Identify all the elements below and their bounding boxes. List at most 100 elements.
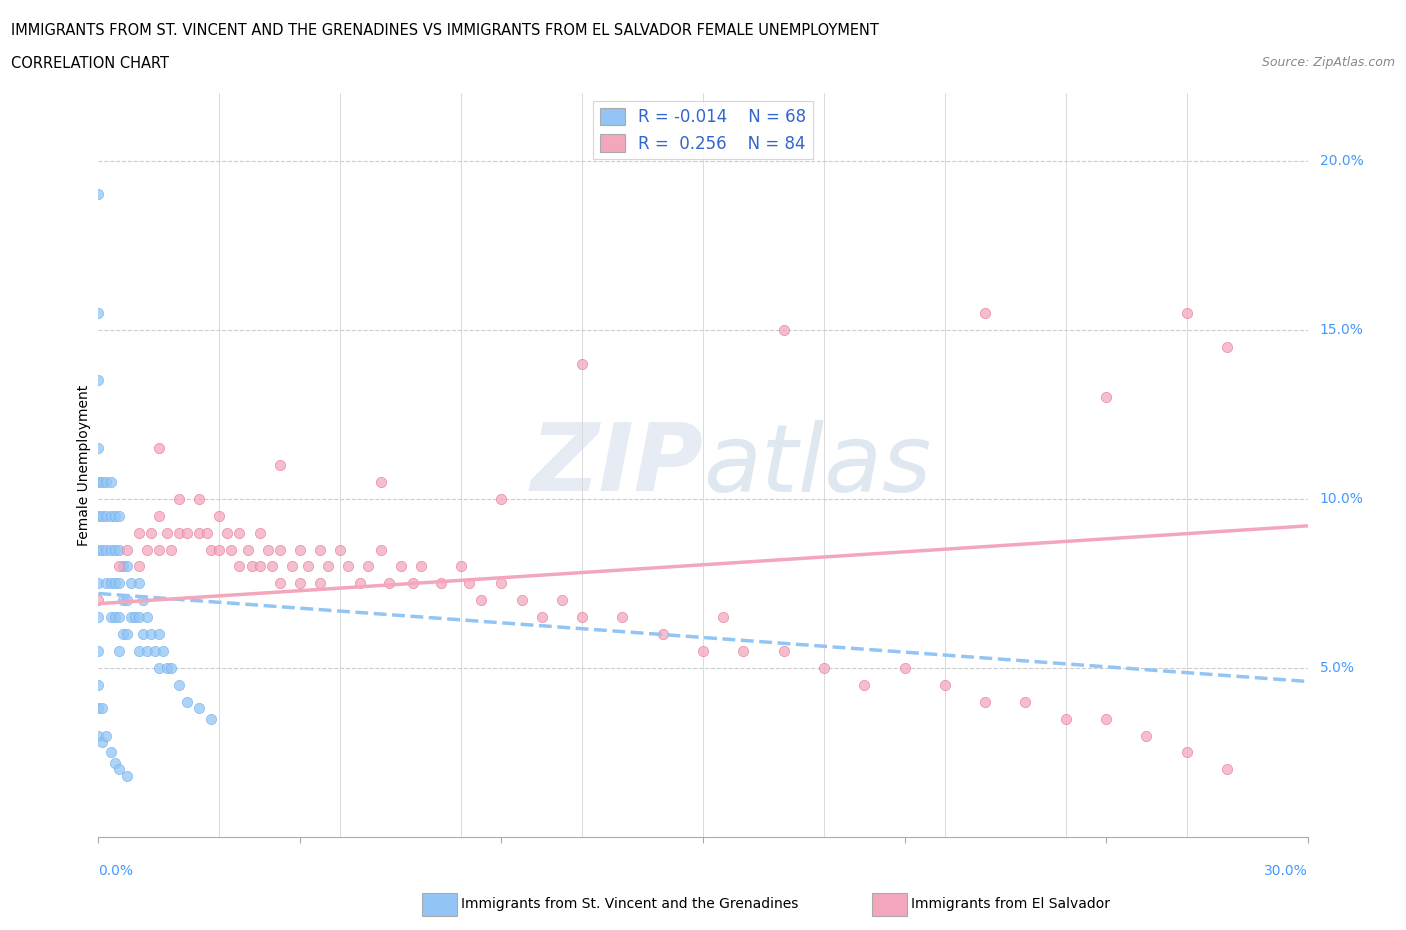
Point [167, 491, 190, 506]
Point [87, 474, 110, 489]
Point [120, 576, 142, 591]
Point [160, 660, 183, 675]
Point [357, 559, 380, 574]
Point [156, 660, 179, 675]
Point [115, 542, 138, 557]
Point [329, 542, 352, 557]
Text: 20.0%: 20.0% [1320, 153, 1364, 167]
Point [974, 305, 997, 320]
Point [612, 610, 634, 625]
Point [240, 559, 263, 574]
Point [571, 356, 593, 371]
Point [87, 542, 110, 557]
Point [1014, 695, 1036, 710]
Point [470, 592, 492, 607]
Text: 30.0%: 30.0% [1264, 864, 1308, 878]
Point [96, 542, 118, 557]
Point [152, 644, 174, 658]
Point [107, 644, 129, 658]
Point [87, 509, 110, 524]
Point [100, 474, 122, 489]
Point [132, 592, 155, 607]
Point [288, 542, 311, 557]
Point [249, 559, 271, 574]
Point [148, 509, 170, 524]
Text: 15.0%: 15.0% [1320, 323, 1364, 337]
Y-axis label: Female Unemployment: Female Unemployment [77, 384, 91, 546]
Point [139, 525, 162, 540]
Point [208, 509, 231, 524]
Point [135, 542, 157, 557]
Point [692, 644, 714, 658]
Point [195, 525, 218, 540]
Point [87, 592, 110, 607]
Point [87, 701, 110, 716]
Point [128, 559, 150, 574]
Point [96, 576, 118, 591]
Point [377, 576, 399, 591]
Point [103, 576, 125, 591]
Point [167, 677, 190, 692]
Point [87, 644, 110, 658]
Point [96, 509, 118, 524]
Point [87, 728, 110, 743]
Point [115, 592, 138, 607]
Point [249, 525, 271, 540]
Point [115, 627, 138, 642]
Point [128, 644, 150, 658]
Point [96, 474, 118, 489]
Point [87, 441, 110, 456]
Point [491, 576, 513, 591]
Point [87, 610, 110, 625]
Point [120, 610, 142, 625]
Point [450, 559, 472, 574]
Point [571, 610, 593, 625]
Point [111, 592, 134, 607]
Point [100, 509, 122, 524]
Text: atlas: atlas [703, 419, 931, 511]
Text: Immigrants from El Salvador: Immigrants from El Salvador [911, 897, 1111, 911]
Point [103, 542, 125, 557]
Point [200, 711, 222, 726]
Point [124, 610, 146, 625]
Point [87, 576, 110, 591]
Point [269, 576, 291, 591]
Point [409, 559, 432, 574]
Point [103, 509, 125, 524]
Point [711, 610, 734, 625]
Point [1135, 728, 1157, 743]
Point [269, 542, 291, 557]
Point [148, 627, 170, 642]
Text: Immigrants from St. Vincent and the Grenadines: Immigrants from St. Vincent and the Gren… [461, 897, 799, 911]
Point [100, 610, 122, 625]
Point [491, 491, 513, 506]
Point [297, 559, 319, 574]
Point [316, 559, 339, 574]
Point [91, 509, 114, 524]
Point [87, 187, 110, 202]
Point [221, 542, 243, 557]
Point [103, 755, 125, 770]
Point [167, 525, 190, 540]
Point [103, 610, 125, 625]
Point [107, 610, 129, 625]
Point [974, 695, 997, 710]
Point [934, 677, 956, 692]
Point [107, 576, 129, 591]
Point [651, 627, 673, 642]
Point [288, 576, 311, 591]
Point [430, 576, 453, 591]
Point [188, 491, 211, 506]
Point [370, 474, 392, 489]
Point [530, 610, 553, 625]
Point [733, 644, 755, 658]
Point [107, 762, 129, 777]
Text: 5.0%: 5.0% [1320, 661, 1354, 675]
Point [96, 728, 118, 743]
Point [1175, 305, 1198, 320]
Point [135, 644, 157, 658]
Text: 10.0%: 10.0% [1320, 492, 1364, 506]
Point [111, 559, 134, 574]
Text: IMMIGRANTS FROM ST. VINCENT AND THE GRENADINES VS IMMIGRANTS FROM EL SALVADOR FE: IMMIGRANTS FROM ST. VINCENT AND THE GREN… [11, 23, 879, 38]
Text: CORRELATION CHART: CORRELATION CHART [11, 56, 169, 71]
